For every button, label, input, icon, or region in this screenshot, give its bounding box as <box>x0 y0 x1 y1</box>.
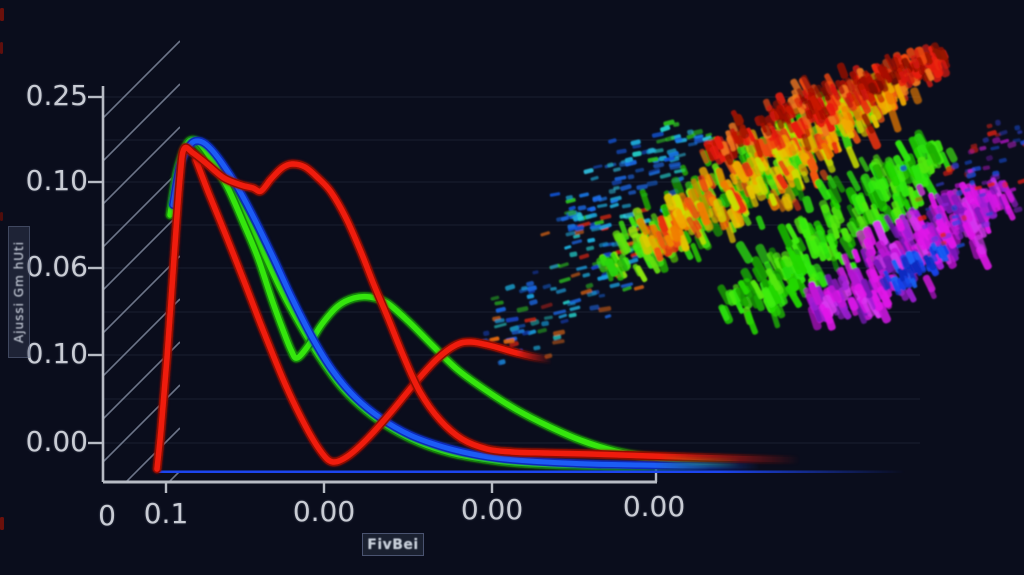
x-tick-label-3: 0.00 <box>460 493 524 526</box>
y-axis-title: Ajussi Gm hUti <box>12 240 26 344</box>
curve-green-dip <box>165 135 745 468</box>
x-tick-label-2: 0.00 <box>292 495 356 528</box>
curves-layer <box>152 135 910 478</box>
y-tick-label-0: 0.25 <box>25 79 88 112</box>
curve-blue-main <box>169 136 764 471</box>
x-axis-title-box: FivBei <box>362 533 424 556</box>
spectral-point-cloud <box>481 42 1024 366</box>
x-tick-label-1: 0.1 <box>143 497 189 530</box>
y-tick-label-3: 0.10 <box>25 337 88 370</box>
x-axis-title: FivBei <box>367 536 419 553</box>
y-tick-label-1: 0.10 <box>25 164 88 197</box>
hatch-band <box>103 40 180 482</box>
curve-red-main <box>152 143 805 474</box>
curve-red-u-hump <box>191 155 557 467</box>
axes-and-ticks <box>88 86 658 493</box>
x-tick-label-4: 0.00 <box>622 490 686 523</box>
edge-specks <box>0 8 4 530</box>
x-tick-label-0: 0 <box>98 499 116 532</box>
y-tick-label-2: 0.06 <box>25 250 88 283</box>
y-axis-title-box: Ajussi Gm hUti <box>8 226 30 358</box>
y-tick-label-4: 0.00 <box>25 425 88 458</box>
curve-blue-flat <box>155 466 910 478</box>
